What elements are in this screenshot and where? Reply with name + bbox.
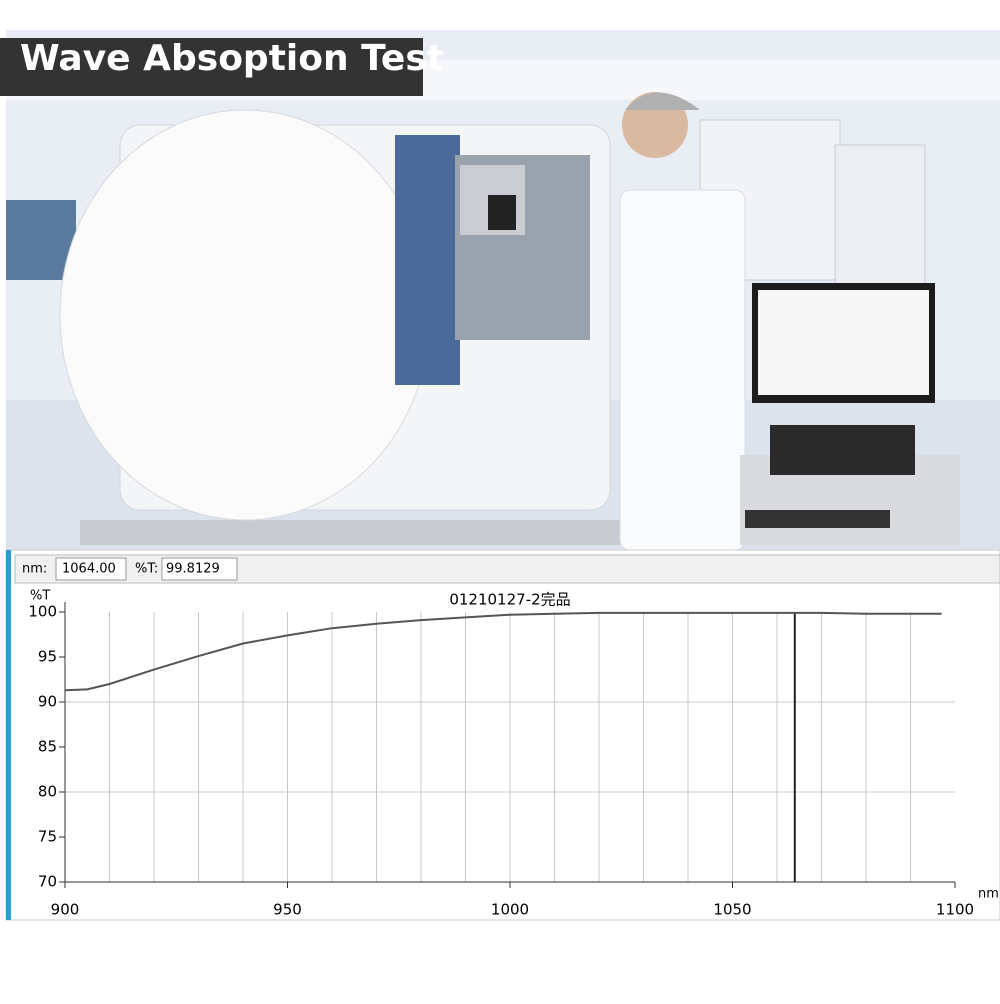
x-tick-label: 950 — [273, 901, 302, 919]
y-axis-label: %T — [30, 589, 50, 604]
panel-edge — [6, 550, 11, 920]
readout-x-box — [55, 557, 127, 581]
data-line — [64, 611, 942, 692]
y-tick-label: 70 — [38, 873, 57, 891]
y-tick-label: 75 — [38, 828, 57, 846]
readout-x-label: nm: — [22, 562, 47, 577]
lab-photo — [6, 30, 1000, 551]
x-tick-label: 1100 — [936, 901, 974, 919]
x-axis-label: nm — [978, 887, 999, 902]
readout-y-box — [161, 557, 238, 581]
x-tick-label: 1000 — [491, 901, 529, 919]
readout-y-label: %T: — [135, 562, 158, 577]
y-tick-label: 95 — [38, 648, 57, 666]
y-tick-label: 85 — [38, 738, 57, 756]
x-tick-label: 900 — [51, 901, 80, 919]
chart-title: 01210127-2完品 — [449, 591, 570, 609]
y-tick-label: 100 — [28, 603, 57, 621]
readout-y: 99.8129 — [166, 562, 220, 577]
y-tick-label: 80 — [38, 783, 57, 801]
banner-title: Wave Absoption Test — [20, 38, 444, 79]
chart-panel — [5, 549, 1000, 921]
readout-x: 1064.00 — [62, 562, 116, 577]
x-tick-label: 1050 — [713, 901, 751, 919]
banner-bg — [0, 38, 423, 96]
y-tick-label: 90 — [38, 693, 57, 711]
